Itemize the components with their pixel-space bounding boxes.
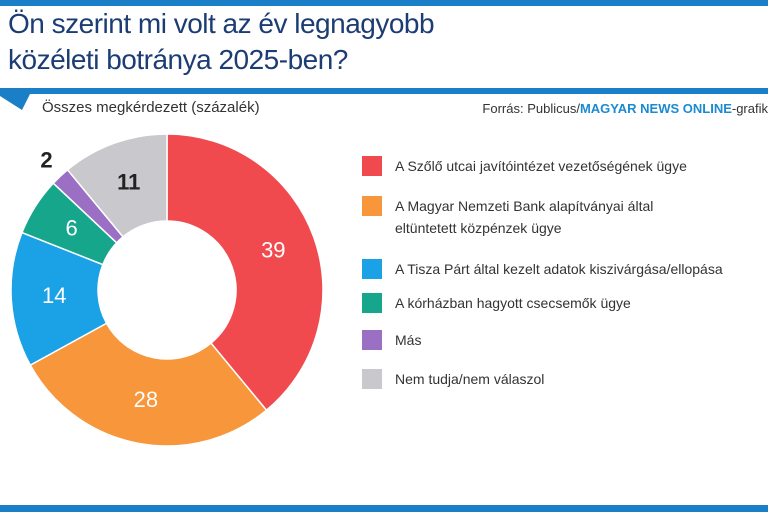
source: Forrás: Publicus/MAGYAR NEWS ONLINE-graf… (482, 101, 768, 116)
donut-segment (10, 231, 108, 367)
legend-swatch (362, 156, 382, 176)
source-brand: MAGYAR NEWS ONLINE (579, 101, 732, 116)
chart-title: Ön szerint mi volt az év legnagyobb közé… (8, 8, 435, 75)
donut-segment (29, 322, 268, 447)
legend-swatch (362, 330, 382, 350)
header-rule (0, 88, 768, 110)
legend-swatch (362, 369, 382, 389)
data-label: 11 (117, 169, 140, 194)
data-label: 14 (42, 283, 66, 308)
legend-swatch (362, 259, 382, 279)
legend-label: Nem tudja/nem válaszol (395, 371, 545, 387)
legend-label: A Magyar Nemzeti Bank alapítványai által… (395, 198, 654, 236)
legend-swatch (362, 293, 382, 313)
subtitle: Összes megkérdezett (százalék) (42, 99, 260, 116)
legend-swatch (362, 196, 382, 216)
donut-segment (166, 133, 324, 412)
donut-segment (66, 133, 168, 238)
legend-label: A Szőlő utcai javítóintézet vezetőségéne… (395, 158, 687, 174)
top-band (0, 0, 768, 6)
data-label: 28 (134, 387, 158, 412)
data-label: 6 (65, 215, 77, 240)
legend-label: Más (395, 332, 422, 348)
source-text: Forrás: Publicus/ (482, 101, 580, 116)
legend-label: A kórházban hagyott csecsemők ügye (395, 295, 631, 311)
source-text: -grafik (731, 101, 768, 116)
legend-label: A Tisza Párt által kezelt adatok kiszivá… (395, 261, 723, 277)
bottom-band (0, 505, 768, 512)
data-label: 39 (261, 238, 285, 263)
data-label: 2 (40, 148, 52, 173)
